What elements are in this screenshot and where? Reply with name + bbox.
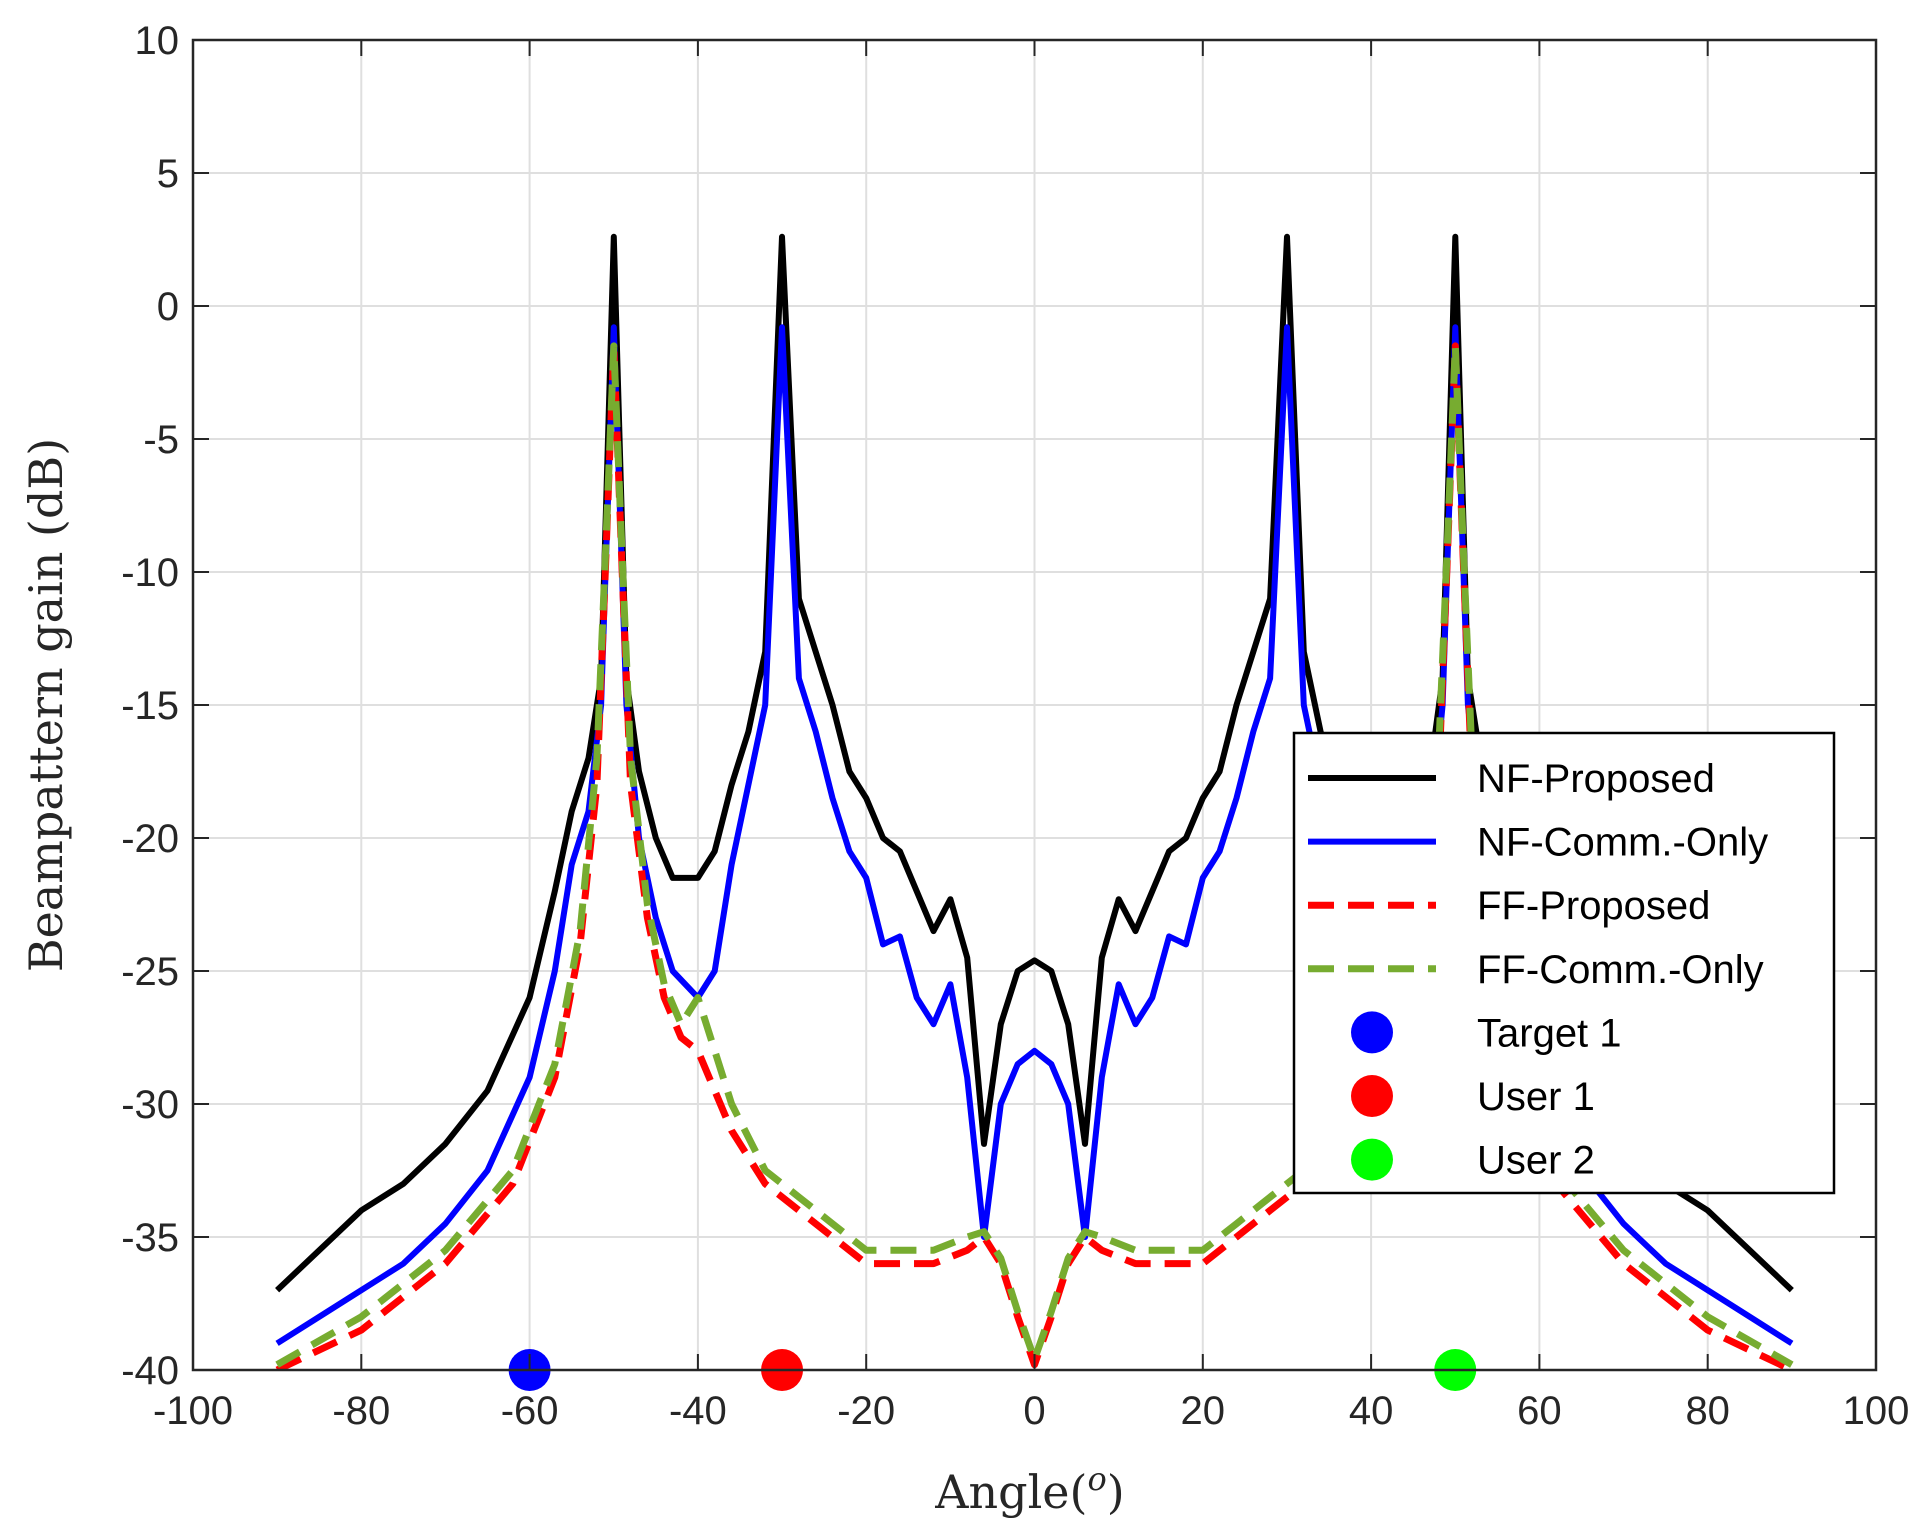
x-tick-label: -60: [501, 1389, 559, 1433]
y-tick-label: -10: [121, 551, 179, 595]
legend-entry-label: FF-Comm.-Only: [1477, 948, 1764, 992]
y-tick-label: 5: [157, 152, 179, 196]
y-tick-label: -35: [121, 1216, 179, 1260]
x-tick-label: 60: [1517, 1389, 1562, 1433]
legend-entry-label: Target 1: [1477, 1011, 1622, 1055]
legend-entry-label: NF-Comm.-Only: [1477, 821, 1768, 865]
legend-entry-label: FF-Proposed: [1477, 884, 1710, 928]
y-tick-label: -5: [143, 418, 179, 462]
y-tick-label: -30: [121, 1083, 179, 1127]
legend-box: [1292, 731, 1836, 1195]
x-tick-label: -20: [837, 1389, 895, 1433]
y-tick-label: 10: [135, 19, 180, 63]
x-tick-label: 0: [1023, 1389, 1045, 1433]
x-axis-label: Angle(o): [934, 1460, 1124, 1519]
legend-entry-label: NF-Proposed: [1477, 757, 1715, 801]
x-axis-label-close: ): [1107, 1465, 1125, 1519]
legend-marker-2: [1351, 1138, 1393, 1181]
legend-entry-label: User 1: [1477, 1075, 1595, 1119]
x-tick-labels: -100 -80 -60 -40 -20 0 20 40 60 80 100: [153, 1389, 1909, 1433]
y-tick-label: -20: [121, 817, 179, 861]
axis-ticks: [192, 39, 1877, 1371]
legend-marker-1: [1351, 1075, 1393, 1117]
y-tick-label: -15: [121, 684, 179, 728]
x-tick-label: 80: [1685, 1389, 1730, 1433]
series-layer: [275, 233, 1794, 1370]
legend: NF-Proposed NF-Comm.-Only FF-Proposed FF-Co…: [1292, 731, 1836, 1195]
x-axis-label-superscript: o: [1087, 1460, 1106, 1498]
x-tick-label: -100: [153, 1389, 233, 1433]
x-tick-label: 100: [1843, 1389, 1910, 1433]
x-tick-label: 40: [1349, 1389, 1394, 1433]
y-tick-label: 0: [157, 285, 179, 329]
x-tick-label: -80: [332, 1389, 390, 1433]
y-tick-labels: 10 5 0 -5 -10 -15 -20 -25 -30 -35 -40: [121, 19, 179, 1393]
y-axis-label: Beampattern gain (dB): [19, 438, 73, 972]
y-tick-label: -25: [121, 950, 179, 994]
legend-marker-0: [1351, 1011, 1393, 1054]
x-tick-label: -40: [669, 1389, 727, 1433]
series-line-3: [275, 342, 1794, 1368]
y-tick-label: -40: [121, 1349, 179, 1393]
legend-entry-label: User 2: [1477, 1139, 1595, 1183]
x-tick-label: 20: [1181, 1389, 1226, 1433]
